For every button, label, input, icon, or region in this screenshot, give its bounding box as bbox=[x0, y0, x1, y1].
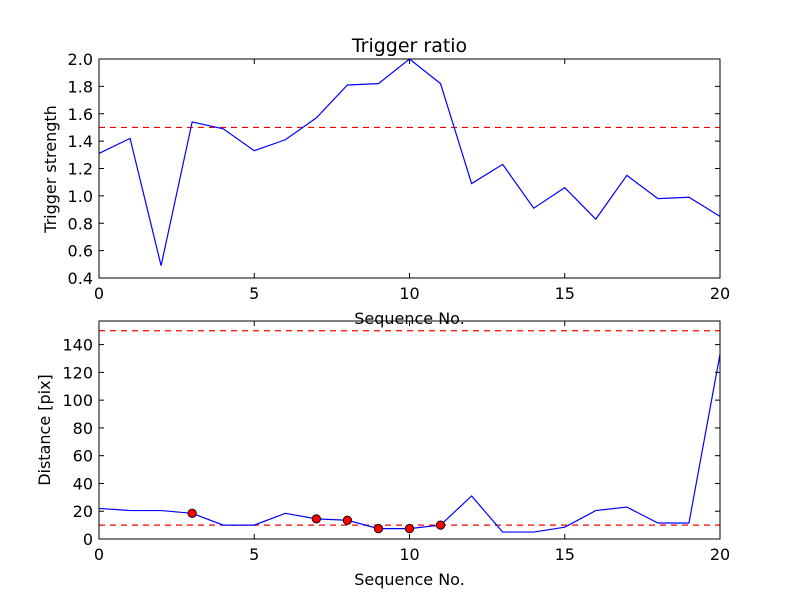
bottom-plot-frame bbox=[98, 320, 721, 540]
bottom-x-tick-label: 5 bbox=[249, 545, 259, 564]
bottom-marker-point bbox=[373, 523, 384, 534]
top-x-axis-label: Sequence No. bbox=[354, 309, 465, 328]
top-x-tick-label: 15 bbox=[555, 284, 575, 303]
top-y-tick-label: 2.0 bbox=[68, 50, 93, 69]
bottom-y-tick-label: 140 bbox=[62, 336, 93, 355]
top-series-line-0 bbox=[98, 58, 721, 266]
top-x-tick-label: 5 bbox=[249, 284, 259, 303]
top-x-tick-label: 0 bbox=[94, 284, 104, 303]
bottom-y-tick-label: 0 bbox=[83, 530, 93, 549]
top-y-axis-label: Trigger strength bbox=[41, 105, 60, 234]
bottom-y-axis-label: Distance [pix] bbox=[35, 374, 54, 486]
bottom-marker-point bbox=[187, 508, 197, 518]
bottom-series-line-0 bbox=[98, 354, 721, 533]
bottom-y-tick-label: 40 bbox=[73, 474, 93, 493]
bottom-y-tick-label: 100 bbox=[62, 391, 93, 410]
bottom-y-tick-label: 60 bbox=[73, 447, 93, 466]
bottom-marker-point bbox=[311, 514, 321, 524]
bottom-marker-point bbox=[404, 523, 415, 534]
bottom-x-tick-label: 10 bbox=[399, 545, 419, 564]
top-y-tick-label: 0.4 bbox=[68, 269, 93, 288]
top-y-tick-label: 1.6 bbox=[68, 105, 93, 124]
top-x-tick-label: 10 bbox=[399, 284, 419, 303]
top-chart-title: Trigger ratio bbox=[351, 35, 467, 57]
bottom-marker-point bbox=[435, 520, 446, 530]
top-y-tick-label: 0.8 bbox=[68, 214, 93, 233]
top-x-tick-label: 20 bbox=[710, 284, 730, 303]
top-y-tick-label: 1.2 bbox=[68, 160, 93, 179]
top-plot-frame bbox=[98, 58, 721, 279]
top-y-tick-label: 0.6 bbox=[68, 242, 93, 261]
bottom-x-tick-label: 20 bbox=[710, 545, 730, 564]
bottom-y-tick-label: 120 bbox=[62, 363, 93, 382]
top-y-tick-label: 1.4 bbox=[68, 132, 93, 151]
bottom-x-tick-label: 15 bbox=[555, 545, 575, 564]
bottom-x-tick-label: 0 bbox=[94, 545, 104, 564]
bottom-x-axis-label: Sequence No. bbox=[354, 570, 465, 589]
bottom-y-tick-label: 20 bbox=[73, 502, 93, 521]
bottom-y-tick-label: 80 bbox=[73, 419, 93, 438]
bottom-marker-point bbox=[342, 515, 353, 525]
top-y-tick-label: 1.0 bbox=[68, 187, 93, 206]
top-y-tick-label: 1.8 bbox=[68, 77, 93, 96]
